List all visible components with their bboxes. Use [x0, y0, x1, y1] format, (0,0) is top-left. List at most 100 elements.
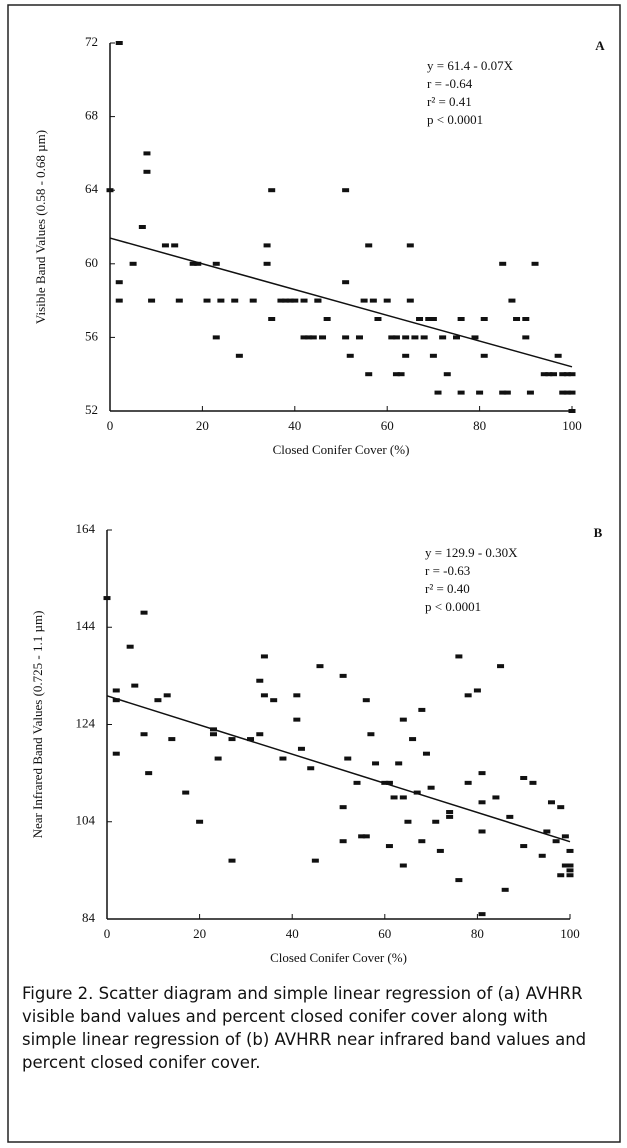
point [480, 317, 488, 321]
point [399, 863, 407, 868]
panel-label: A [595, 38, 605, 53]
point [471, 335, 479, 340]
point [453, 335, 460, 340]
point [478, 771, 486, 776]
point [501, 887, 509, 892]
point [540, 372, 548, 377]
panel-label: B [594, 525, 603, 540]
point [457, 390, 465, 395]
x-axis-label: Closed Conifer Cover (%) [273, 442, 410, 457]
point [106, 188, 114, 193]
point [385, 844, 393, 849]
y-tick-label: 72 [85, 34, 98, 49]
point [557, 873, 565, 878]
y-tick-label: 56 [85, 328, 99, 343]
point [339, 839, 347, 844]
x-tick-label: 100 [560, 926, 580, 941]
point [390, 795, 398, 800]
point [171, 243, 179, 248]
y-tick-label: 124 [76, 715, 96, 730]
point [260, 654, 268, 659]
point [418, 707, 426, 712]
point [402, 335, 410, 340]
point [561, 863, 569, 868]
y-axis-label: Visible Band Values (0.58 - 0.68 µm) [33, 130, 48, 324]
point [189, 261, 197, 266]
point [260, 693, 268, 698]
point [115, 280, 123, 285]
point [464, 780, 472, 785]
point [568, 409, 576, 413]
point [372, 761, 380, 766]
point [478, 912, 486, 917]
point [268, 188, 276, 193]
point [446, 814, 454, 819]
point [520, 844, 528, 849]
point [413, 790, 421, 795]
point [297, 746, 305, 751]
point [439, 335, 447, 340]
x-tick-label: 40 [288, 418, 301, 433]
point [228, 858, 236, 863]
point [300, 335, 308, 340]
x-tick-label: 20 [196, 418, 209, 433]
point [168, 737, 176, 742]
point [499, 390, 507, 395]
annotation: y = 129.9 - 0.30X [425, 545, 518, 560]
point [203, 298, 211, 303]
caption: Figure 2. Scatter diagram and simple lin… [22, 984, 587, 1072]
point [342, 335, 350, 340]
point [282, 298, 290, 303]
y-tick-label: 64 [85, 181, 99, 196]
annotation: r = -0.63 [425, 563, 470, 578]
point [478, 829, 486, 834]
point [358, 834, 366, 839]
point [307, 766, 315, 771]
point [499, 261, 507, 266]
point [552, 839, 560, 844]
point [457, 317, 465, 321]
point [513, 317, 521, 321]
point [566, 848, 574, 853]
point [557, 805, 565, 810]
point [268, 317, 276, 321]
point [112, 751, 120, 756]
point [154, 698, 162, 703]
point [291, 298, 299, 303]
point [429, 317, 437, 321]
annotation: r = -0.64 [427, 76, 473, 91]
point [427, 785, 435, 790]
point [161, 243, 169, 248]
point [476, 390, 484, 395]
x-tick-label: 80 [471, 926, 484, 941]
point [429, 353, 437, 358]
x-tick-label: 40 [286, 926, 299, 941]
point [175, 298, 183, 303]
point [112, 688, 120, 693]
point [455, 878, 463, 883]
point [563, 372, 571, 377]
point [538, 853, 546, 858]
y-tick-label: 104 [76, 813, 96, 828]
point [362, 698, 370, 703]
point [374, 317, 382, 321]
point [388, 335, 396, 340]
point [344, 756, 352, 761]
point [531, 261, 539, 266]
point [323, 317, 331, 321]
x-tick-label: 60 [381, 418, 394, 433]
point [385, 780, 393, 785]
point [397, 372, 405, 377]
x-tick-label: 100 [562, 418, 582, 433]
point [339, 805, 347, 810]
point [550, 372, 558, 377]
x-tick-label: 0 [107, 418, 114, 433]
point [365, 372, 373, 377]
point [217, 298, 225, 303]
point [404, 819, 412, 824]
point [293, 693, 301, 698]
point [263, 261, 271, 266]
point [409, 737, 417, 742]
point [478, 800, 486, 805]
point [115, 298, 123, 303]
